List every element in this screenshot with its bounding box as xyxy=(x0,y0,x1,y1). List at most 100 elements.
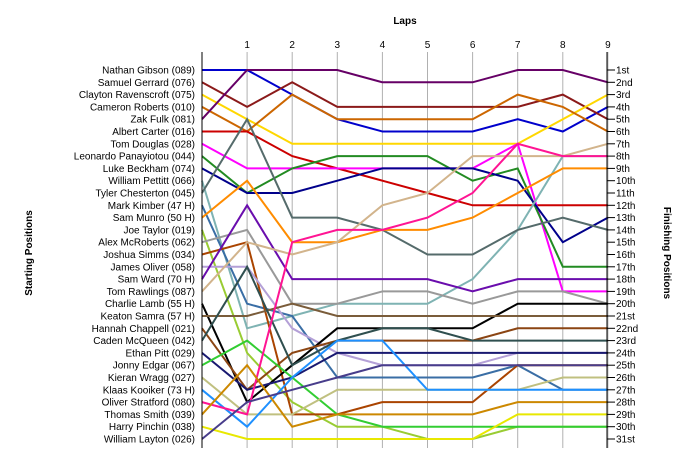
starting-position-label: Thomas Smith (039) xyxy=(104,410,195,421)
starting-position-label: Nathan Gibson (089) xyxy=(102,66,195,77)
finishing-position-label: 28th xyxy=(616,398,635,409)
finishing-position-label: 26th xyxy=(616,373,635,384)
starting-position-label: Mark Kimber (47 H) xyxy=(108,201,195,212)
finishing-position-label: 29th xyxy=(616,410,635,421)
starting-position-label: Cameron Roberts (010) xyxy=(90,102,195,113)
series-line xyxy=(201,229,608,440)
starting-position-label: Jonny Edgar (067) xyxy=(113,361,195,372)
finishing-position-label: 4th xyxy=(616,102,630,113)
lap-tick-label: 6 xyxy=(470,40,476,51)
finishing-position-label: 18th xyxy=(616,275,635,286)
lap-tick-label: 1 xyxy=(244,40,250,51)
series-line xyxy=(201,376,608,416)
starting-position-label: Sam Ward (70 H) xyxy=(118,275,195,286)
series-line xyxy=(201,117,609,256)
lap-tick-label: 2 xyxy=(289,40,295,51)
starting-position-label: Tom Douglas (028) xyxy=(111,139,195,150)
starting-position-label: Alex McRoberts (062) xyxy=(98,238,195,249)
series-line xyxy=(202,130,608,207)
finishing-position-label: 12th xyxy=(616,201,635,212)
finishing-position-label: 6th xyxy=(616,127,630,138)
series-line xyxy=(201,264,608,367)
series-line xyxy=(201,142,608,293)
series-line xyxy=(201,339,608,428)
finishing-position-labels: 1st2nd3rd4th5th6th7th8th9th10th11th12th1… xyxy=(607,66,638,446)
series-line xyxy=(201,363,608,428)
finishing-position-label: 19th xyxy=(616,287,635,298)
finishing-position-label: 20th xyxy=(616,299,635,310)
series-line xyxy=(201,155,608,268)
finishing-position-label: 24th xyxy=(616,348,635,359)
series-line xyxy=(201,351,608,391)
finishing-position-label: 3rd xyxy=(616,90,630,101)
starting-position-label: Tom Rawlings (087) xyxy=(107,287,195,298)
lap-tick-labels: 1 2 3 4 5 6 7 8 9 xyxy=(244,40,611,51)
starting-position-label: Oliver Stratford (080) xyxy=(102,398,195,409)
starting-position-label: Charlie Lamb (55 H) xyxy=(105,299,195,310)
starting-position-label: Joshua Simms (034) xyxy=(103,250,195,261)
finishing-position-label: 2nd xyxy=(616,78,633,89)
starting-position-label: Ethan Pitt (029) xyxy=(126,348,195,359)
series-line xyxy=(201,93,609,145)
series-line xyxy=(201,142,609,293)
finishing-position-label: 30th xyxy=(616,422,635,433)
lap-gridlines xyxy=(246,52,609,448)
lap-tick-label: 5 xyxy=(425,40,431,51)
starting-position-label: Leonardo Panayiotou (044) xyxy=(74,152,195,163)
finishing-position-label: 31st xyxy=(616,435,635,446)
lap-tick-label: 8 xyxy=(560,40,566,51)
finishing-position-label: 14th xyxy=(616,225,635,236)
finishing-position-label: 16th xyxy=(616,250,635,261)
finishing-position-label: 1st xyxy=(616,66,630,77)
starting-position-label: Harry Pinchin (038) xyxy=(109,422,195,433)
series-line xyxy=(201,93,609,133)
starting-position-labels: Nathan Gibson (089)Samuel Gerrard (076)C… xyxy=(74,66,195,446)
starting-position-label: Hannah Chappell (021) xyxy=(92,324,195,335)
starting-position-label: James Oliver (058) xyxy=(111,262,195,273)
series-line xyxy=(202,69,609,133)
finishing-position-label: 9th xyxy=(616,164,630,175)
finishing-position-label: 27th xyxy=(616,385,635,396)
starting-position-label: Luke Beckham (074) xyxy=(103,164,195,175)
starting-position-label: Caden McQueen (042) xyxy=(93,336,195,347)
starting-position-label: Clayton Ravenscroft (075) xyxy=(79,90,195,101)
lap-tick-label: 7 xyxy=(515,40,521,51)
finishing-position-label: 7th xyxy=(616,139,630,150)
finishing-position-label: 21st xyxy=(616,312,635,323)
finishing-position-label: 8th xyxy=(616,152,630,163)
series-line xyxy=(201,228,609,305)
finishing-position-label: 23rd xyxy=(616,336,636,347)
series-line xyxy=(201,69,609,120)
series-line xyxy=(201,167,609,244)
series-line xyxy=(201,81,609,121)
series-line xyxy=(201,203,608,293)
right-axis-title: Finishing Positions xyxy=(661,207,672,300)
plot-frame xyxy=(201,52,608,448)
starting-position-label: Albert Carter (016) xyxy=(112,127,195,138)
starting-position-label: Tyler Chesterton (045) xyxy=(96,189,196,200)
position-lines xyxy=(201,69,609,440)
lap-tick-label: 9 xyxy=(605,40,611,51)
starting-position-label: Zak Fulk (081) xyxy=(131,115,195,126)
series-line xyxy=(202,302,608,317)
finishing-position-label: 17th xyxy=(616,262,635,273)
finishing-position-label: 13th xyxy=(616,213,635,224)
starting-position-label: Joe Taylor (019) xyxy=(123,225,195,236)
series-line xyxy=(201,413,608,440)
starting-position-label: William Pettitt (066) xyxy=(108,176,195,187)
finishing-position-label: 10th xyxy=(616,176,635,187)
starting-position-label: William Layton (026) xyxy=(104,435,195,446)
series-line xyxy=(201,364,608,440)
starting-position-label: Keaton Samra (57 H) xyxy=(101,312,196,323)
starting-position-label: Klaas Kooiker (73 H) xyxy=(103,385,195,396)
left-axis-title: Starting Positions xyxy=(24,210,35,296)
finishing-position-label: 22nd xyxy=(616,324,638,335)
starting-position-label: Samuel Gerrard (076) xyxy=(98,78,195,89)
series-line xyxy=(201,155,608,330)
finishing-position-label: 25th xyxy=(616,361,635,372)
finishing-position-label: 15th xyxy=(616,238,635,249)
series-line xyxy=(201,167,608,244)
series-line xyxy=(201,142,608,416)
